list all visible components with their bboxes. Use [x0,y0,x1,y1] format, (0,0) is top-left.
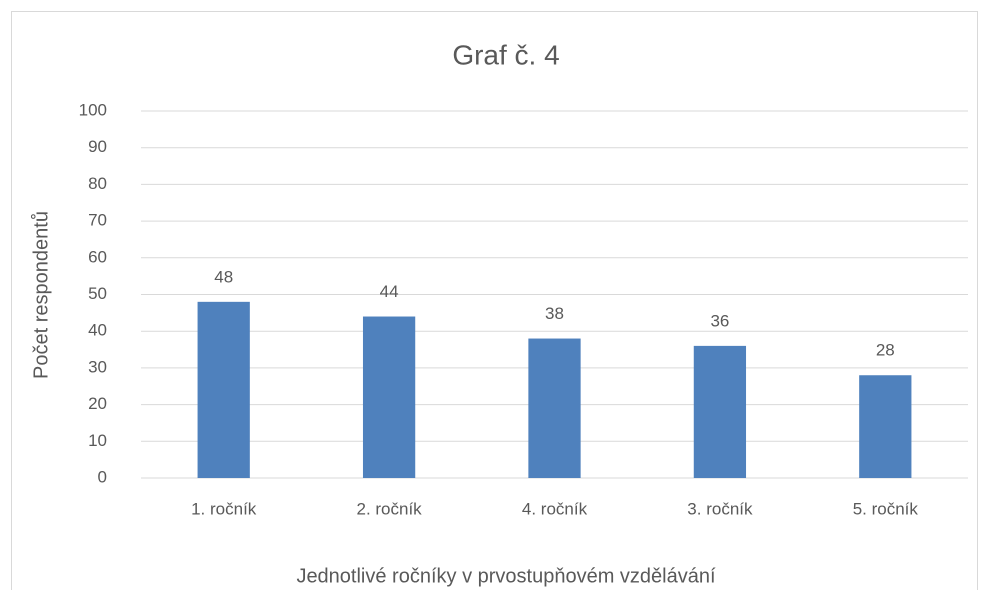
y-tick-label: 70 [88,211,107,230]
x-tick-label: 5. ročník [853,499,919,518]
data-label: 28 [876,341,895,360]
x-axis-label: Jednotlivé ročníky v prvostupňovém vzděl… [296,565,716,587]
bar [693,345,747,478]
data-label: 44 [380,282,399,301]
y-tick-label: 60 [88,247,107,266]
y-tick-label: 80 [88,174,107,193]
y-axis-label: Počet respondentů [30,211,52,379]
x-tick-label: 2. ročník [356,499,422,518]
y-tick-label: 20 [88,394,107,413]
y-tick-label: 100 [79,100,107,119]
y-tick-label: 0 [98,467,107,486]
bar [197,301,250,478]
bar [528,338,581,478]
bar [859,375,912,478]
y-tick-label: 90 [88,137,107,156]
data-label: 36 [710,311,729,330]
chart-title: Graf č. 4 [452,39,559,70]
x-tick-label: 3. ročník [687,499,753,518]
data-label: 48 [214,267,233,286]
bar [362,316,416,478]
data-label: 38 [545,304,564,323]
y-tick-label: 50 [88,284,107,303]
y-tick-label: 40 [88,321,107,340]
x-tick-label: 4. ročník [522,499,588,518]
y-tick-label: 10 [88,431,107,450]
x-tick-label: 1. ročník [191,499,257,518]
y-tick-label: 30 [88,357,107,376]
chart-border [11,11,978,590]
